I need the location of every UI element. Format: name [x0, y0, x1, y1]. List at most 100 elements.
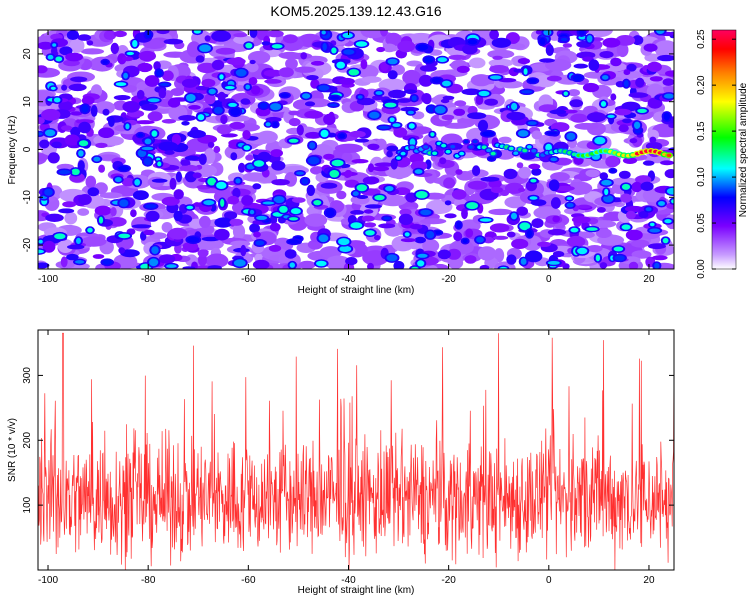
heatmap-cell	[634, 121, 641, 129]
heatmap-cell	[508, 146, 514, 151]
heatmap-cell	[476, 236, 484, 243]
heatmap-cell	[362, 176, 380, 185]
heatmap-cell	[517, 58, 531, 65]
heatmap-cell	[649, 228, 661, 233]
heatmap-cell	[566, 235, 586, 248]
heatmap-cell	[459, 151, 465, 156]
heatmap-cell	[132, 190, 149, 201]
heatmap-cell	[490, 151, 496, 156]
heatmap-cell	[493, 248, 505, 263]
heatmap-cell	[479, 264, 490, 269]
heatmap-cell	[38, 262, 50, 269]
heatmap-cell	[126, 51, 134, 56]
heatmap-cell	[640, 181, 654, 191]
heatmap-cell	[615, 35, 636, 46]
heatmap-cell	[472, 139, 478, 144]
heatmap-cell	[214, 217, 233, 228]
heatmap-cell	[488, 208, 513, 216]
heatmap-cell	[635, 77, 645, 88]
heatmap-cell	[304, 101, 316, 107]
heatmap-cell	[325, 209, 335, 217]
heatmap-cell	[131, 224, 152, 229]
heatmap-cell	[671, 199, 674, 204]
heatmap-cell	[288, 110, 300, 116]
x-tick-label: -20	[441, 575, 456, 586]
heatmap-cell	[156, 69, 163, 77]
heatmap-cell	[57, 239, 74, 253]
heatmap-cell	[137, 62, 153, 73]
snr-y-axis-label: SNR (10 * v/v)	[7, 418, 18, 482]
heatmap-cell	[410, 126, 432, 135]
heatmap-cell	[531, 168, 542, 176]
heatmap-cell	[278, 51, 302, 60]
heatmap-cell	[284, 249, 297, 259]
heatmap-cell	[65, 52, 83, 62]
heatmap-cell	[468, 39, 478, 45]
heatmap-cell	[550, 157, 558, 162]
heatmap-cell	[310, 60, 325, 66]
heatmap-cell	[657, 54, 674, 62]
heatmap-cell	[235, 69, 247, 77]
heatmap-cell	[638, 211, 649, 219]
heatmap-cell	[490, 186, 503, 194]
heatmap-cell	[481, 145, 487, 150]
heatmap-cell	[216, 124, 232, 135]
heatmap-cell	[511, 238, 529, 249]
heatmap-cell	[168, 227, 188, 240]
heatmap-cell	[70, 111, 83, 116]
heatmap-cell	[249, 59, 256, 65]
heatmap-cell	[489, 65, 509, 74]
heatmap-cell	[431, 78, 442, 83]
heatmap-cell	[132, 40, 138, 48]
heatmap-cell	[526, 145, 532, 149]
heatmap-cell	[385, 186, 394, 192]
heatmap-cell	[253, 160, 265, 167]
y-tick-label: 100	[22, 496, 33, 513]
heatmap-cell	[304, 110, 324, 119]
heatmap-cell	[465, 228, 474, 238]
heatmap-cell	[383, 216, 391, 220]
heatmap-cell	[115, 82, 127, 86]
heatmap-cell	[531, 149, 537, 153]
heatmap-cell	[78, 150, 84, 157]
heatmap-cell	[414, 236, 426, 244]
heatmap-cell	[506, 254, 517, 265]
heatmap-cell	[396, 98, 412, 103]
heatmap-cell	[666, 187, 674, 195]
heatmap-cell	[38, 132, 43, 136]
heatmap-cell	[263, 69, 284, 77]
heatmap-cell	[296, 124, 304, 136]
heatmap-cell	[60, 256, 68, 268]
heatmap-cell	[141, 103, 158, 111]
heatmap-cell	[354, 138, 369, 143]
heatmap-cell	[240, 244, 247, 257]
heatmap-cell	[528, 163, 541, 170]
heatmap-cell	[602, 75, 609, 80]
heatmap-cell	[367, 262, 374, 269]
heatmap-cell	[456, 65, 470, 73]
heatmap-cell	[98, 164, 105, 173]
heatmap-cell	[498, 78, 517, 83]
heatmap-cell	[58, 208, 75, 214]
heatmap-cell	[387, 70, 398, 80]
heatmap-cell	[518, 187, 526, 192]
heatmap-cell	[422, 239, 440, 253]
heatmap-cell	[545, 143, 552, 151]
heatmap-cell	[410, 160, 428, 172]
heatmap-cell	[352, 191, 359, 196]
heatmap-cell	[549, 109, 567, 115]
heatmap-cell	[227, 195, 240, 205]
heatmap-cell	[539, 37, 546, 45]
heatmap-cell	[421, 93, 432, 104]
heatmap-cell	[441, 114, 455, 121]
colorbar-gradient	[711, 29, 737, 270]
heatmap-cell	[566, 196, 573, 200]
heatmap-cell	[432, 151, 438, 156]
heatmap-cell	[173, 210, 183, 222]
heatmap-cell	[510, 102, 518, 111]
heatmap-cell	[318, 85, 330, 91]
heatmap-cell	[39, 139, 50, 149]
heatmap-cell	[411, 266, 419, 269]
heatmap-cell	[521, 90, 533, 94]
heatmap-cell	[61, 46, 71, 51]
